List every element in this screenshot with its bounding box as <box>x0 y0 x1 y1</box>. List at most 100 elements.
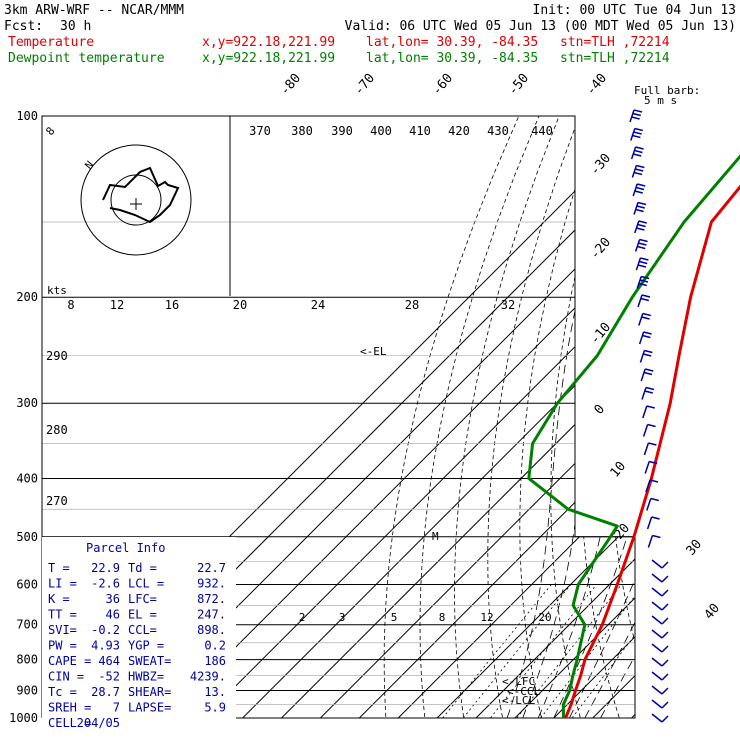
wind-barb-staff <box>631 165 638 178</box>
theta-label: 380 <box>291 124 313 138</box>
hodo-ring-label: N <box>82 158 96 171</box>
hodo-ring <box>80 144 192 256</box>
isobar-label: 400 <box>16 471 38 485</box>
moist-adiabat <box>553 297 635 718</box>
dry-adiabat <box>638 116 702 731</box>
isobar-label: 500 <box>16 530 38 544</box>
parcel-field: 4.93 <box>91 639 120 653</box>
isotherm-label: 0 <box>592 402 609 418</box>
dewpoint-latlon: lat,lon= 30.39, -84.35 <box>366 51 538 66</box>
isotherm-line <box>462 116 635 718</box>
speed-label: 32 <box>501 298 515 312</box>
parcel-field: 464 <box>98 654 120 668</box>
isotherm-line <box>385 116 635 718</box>
parcel-field: 186 <box>204 654 226 668</box>
wind-barb-flag <box>661 603 669 611</box>
wind-barb-staff <box>651 671 663 681</box>
parcel-field: HWBZ= <box>128 670 164 684</box>
theta-label: 420 <box>448 124 470 138</box>
parcel-field: -2.6 <box>91 577 120 591</box>
wind-barb-flag <box>637 223 646 228</box>
speed-label: 8 <box>67 298 74 312</box>
mixing-ratio-label: 3 <box>339 611 346 624</box>
parcel-field: -0.2 <box>91 623 120 637</box>
hodo-trace <box>102 166 180 224</box>
wind-barb-flag <box>638 282 647 287</box>
dry-adiabat <box>487 116 580 718</box>
mixing-ratio-label: 20 <box>538 611 551 624</box>
wind-barb-flag <box>661 617 669 625</box>
temperature-stn: stn=TLH ,72214 <box>560 35 670 50</box>
parcel-field: SREH = <box>48 701 91 715</box>
wind-barb-flag <box>633 153 642 157</box>
wind-barb-staff <box>651 587 663 597</box>
el-marker: <-EL <box>360 345 387 358</box>
isotherm-label: -80 <box>278 71 305 99</box>
wind-barb-staff <box>635 257 642 271</box>
wind-barb-staff <box>651 657 663 667</box>
wind-barb-flag <box>637 183 646 187</box>
parcel-field: 204/05 <box>77 716 120 730</box>
mixing-ratio-label: 8 <box>439 611 446 624</box>
wind-barb-flag <box>641 294 651 298</box>
wind-barb-flag <box>644 349 653 354</box>
wind-barb-staff <box>637 294 643 308</box>
isotherm-label: 30 <box>684 537 706 559</box>
wind-barb-staff <box>630 128 636 141</box>
mixing-ratio-line <box>490 584 597 718</box>
isobar-label: 200 <box>16 290 38 304</box>
isotherm-label: -70 <box>352 71 379 99</box>
parcel-field: 0.2 <box>204 639 226 653</box>
wind-barb-flag <box>634 190 643 194</box>
theta-label: 370 <box>249 124 271 138</box>
dry-adiabat <box>419 116 540 718</box>
wind-barb-flag <box>640 257 649 261</box>
wind-barb-flag <box>633 171 643 176</box>
wind-barb-staff <box>634 239 641 252</box>
wind-barb-flag <box>642 334 651 339</box>
wind-barb-flag <box>631 116 640 120</box>
dewpoint-legend: Dewpoint temperature <box>8 51 165 66</box>
wind-barb-staff <box>643 442 650 456</box>
wind-barb-flag <box>661 673 669 681</box>
parcel-field: 13. <box>204 685 226 699</box>
wind-barb-flag <box>641 316 650 320</box>
isotherm-label: -50 <box>506 71 533 99</box>
dry-adiabat <box>665 116 740 731</box>
wind-barb-staff <box>630 146 637 160</box>
init-time: Init: 00 UTC Tue 04 Jun 13 <box>533 3 737 18</box>
wind-barb-staff <box>639 350 646 363</box>
wind-barb-staff <box>651 643 663 653</box>
wind-barb-flag <box>642 312 651 317</box>
fcst-value: 30 h <box>60 19 91 34</box>
isotherm-line <box>229 116 635 718</box>
theta-label: 440 <box>531 124 553 138</box>
speed-label: 24 <box>311 298 325 312</box>
isotherm-label: 40 <box>702 601 724 623</box>
wind-barb-flag <box>661 645 669 653</box>
parcel-field: CCL= <box>128 623 157 637</box>
isotherm-line <box>190 116 635 718</box>
isobar-label: 300 <box>16 396 38 410</box>
parcel-field: 872. <box>197 592 226 606</box>
theta-label: 430 <box>487 124 509 138</box>
wind-barb-staff <box>646 498 652 511</box>
parcel-field: CIN = <box>48 670 84 684</box>
dry-adiabat <box>550 116 620 718</box>
theta-label: 390 <box>331 124 353 138</box>
wind-barb-staff <box>645 479 651 493</box>
isotherm-line <box>658 116 740 731</box>
wind-barb-flag <box>661 659 669 667</box>
mixing-ratio-line <box>571 584 635 718</box>
wind-barb-flag <box>661 687 669 695</box>
dry-adiabat <box>519 116 600 718</box>
valid-time: Valid: 06 UTC Wed 05 Jun 13 (00 MDT Wed … <box>345 19 736 34</box>
wind-barb-staff <box>651 601 663 611</box>
wind-barb-flag <box>649 460 658 465</box>
isobar-label: 1000 <box>9 711 38 725</box>
parcel-field: 4239. <box>190 670 226 684</box>
wind-barb-flag <box>648 442 657 446</box>
isotherm-label: -20 <box>588 235 615 263</box>
wind-barb-flag <box>643 353 652 357</box>
